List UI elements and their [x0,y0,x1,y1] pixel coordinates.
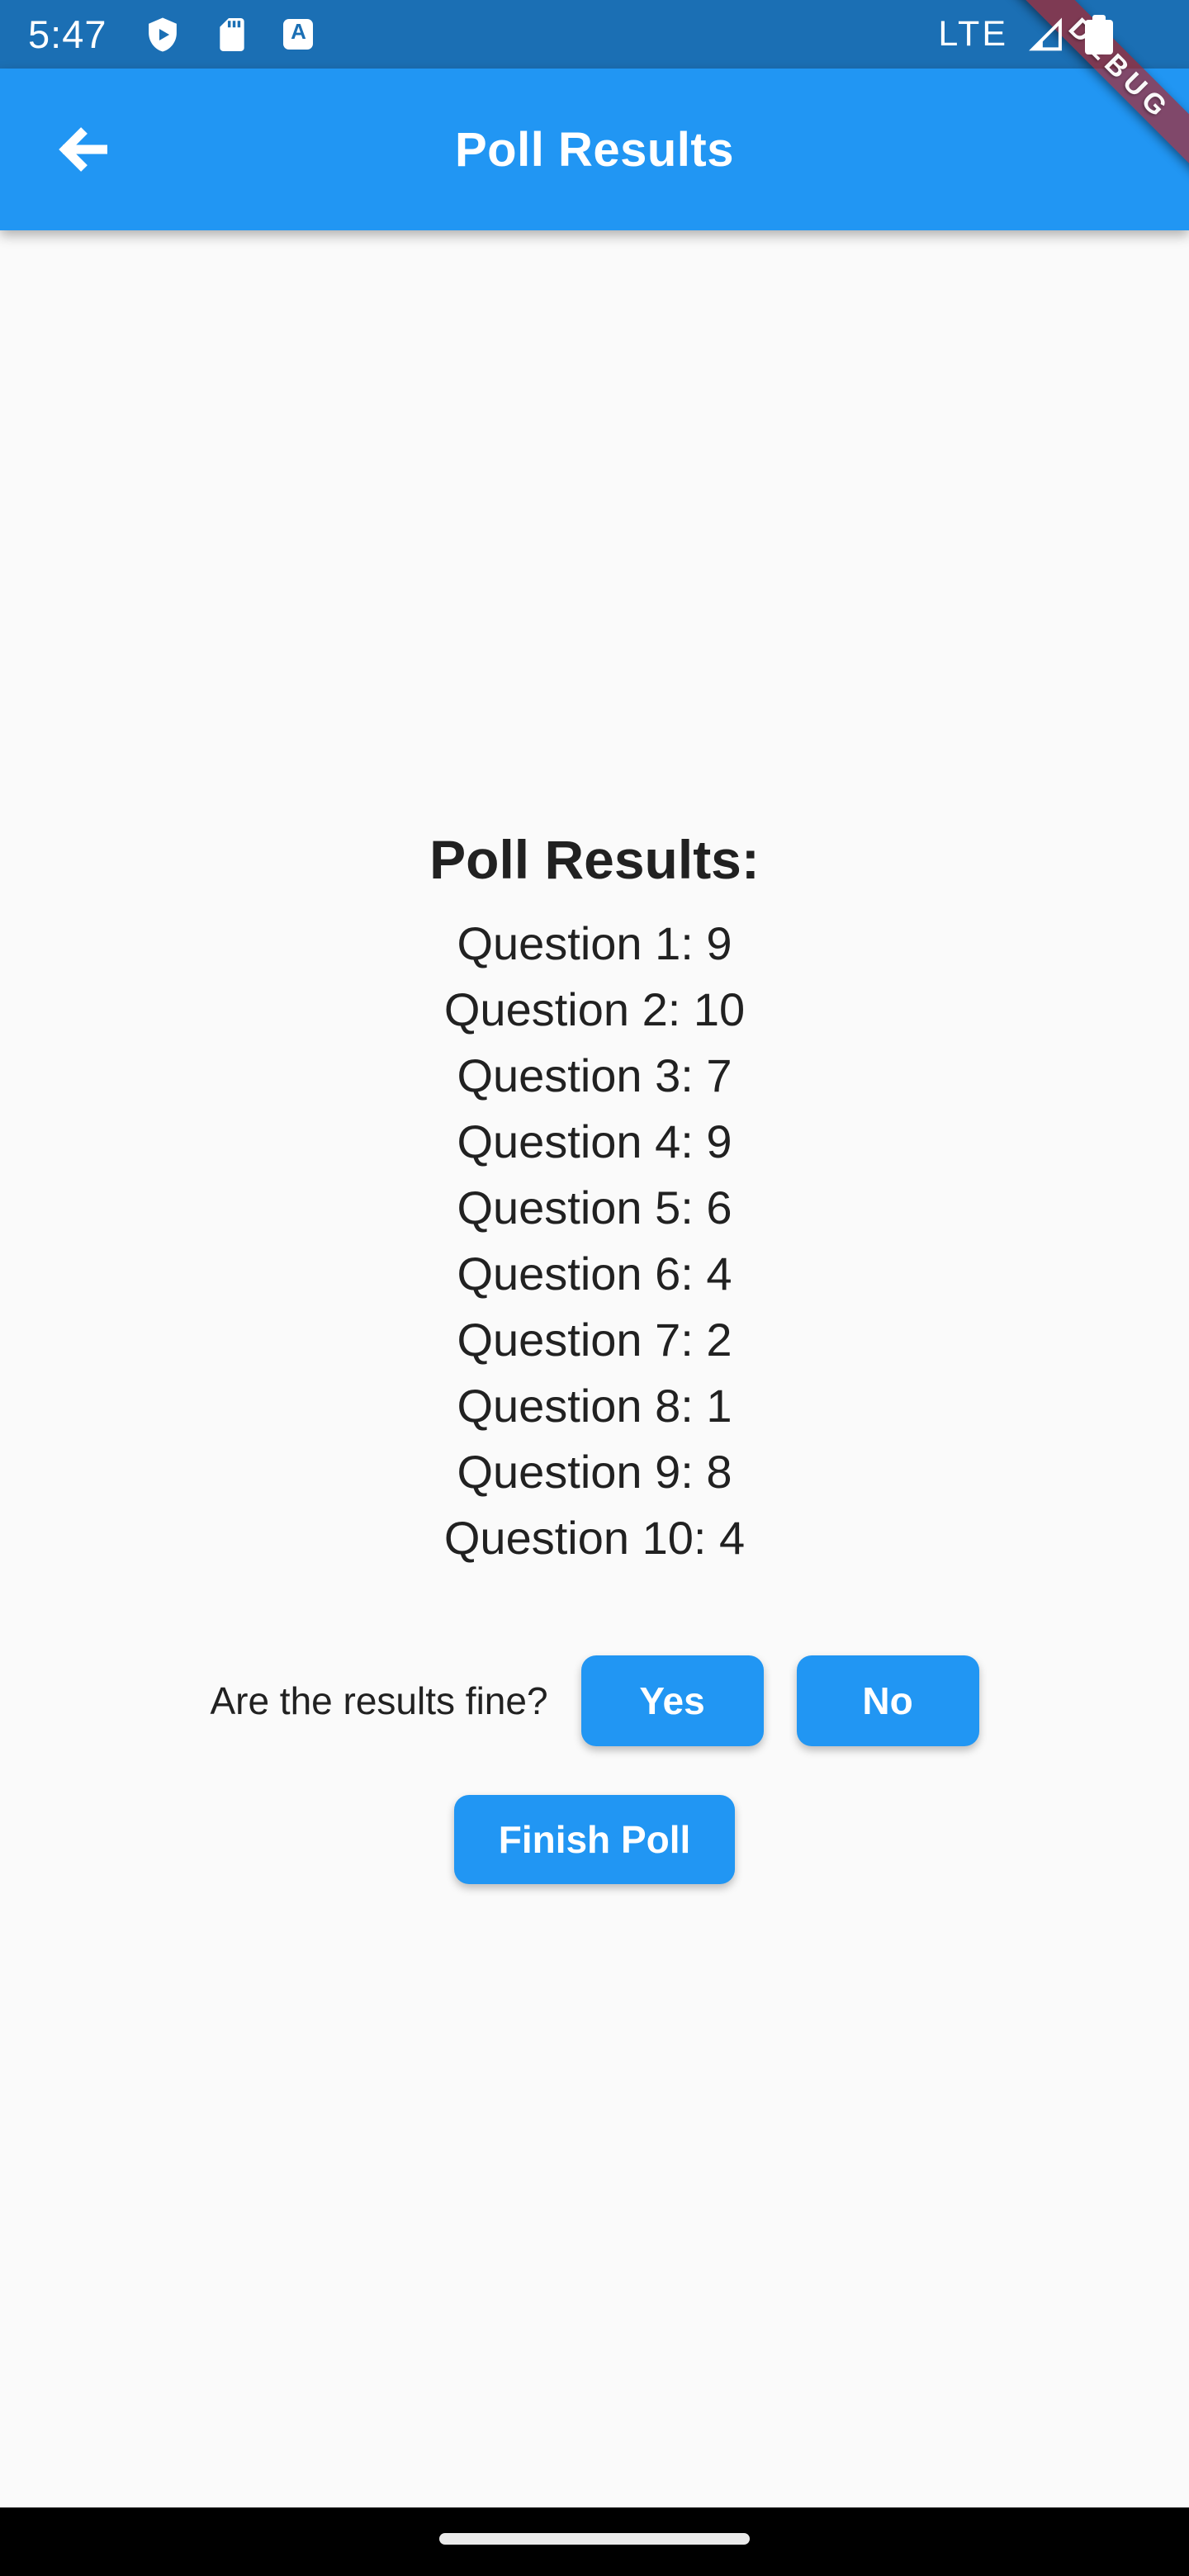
poll-results-list: Question 1: 9 Question 2: 10 Question 3:… [0,911,1189,1571]
android-nav-bar [0,2507,1189,2576]
arrow-left-icon [59,127,107,172]
status-bar-left: 5:47 A ... [28,12,314,57]
prompt-row: Are the results fine? Yes No [0,1655,1189,1746]
app-bar: Poll Results [0,69,1189,230]
poll-result-line: Question 4: 9 [457,1115,732,1167]
poll-result-line: Question 2: 10 [443,983,746,1035]
battery-icon [1085,14,1113,54]
gesture-pill[interactable] [439,2533,750,2545]
poll-results-heading: Poll Results: [429,829,760,890]
letter-a-icon: A ... [283,19,314,50]
play-protect-icon [149,17,178,52]
clock-text: 5:47 [28,12,107,56]
yes-button[interactable]: Yes [580,1655,764,1746]
poll-result-line: Question 6: 4 [457,1248,732,1300]
sd-card-icon [220,17,245,51]
page-title: Poll Results [455,122,734,177]
poll-result-line: Question 8: 1 [457,1380,732,1432]
poll-result-line: Question 9: 8 [457,1446,732,1498]
main-content: Poll Results: Question 1: 9 Question 2: … [0,230,1189,2507]
prompt-question: Are the results fine? [210,1679,548,1722]
back-button[interactable] [48,115,117,184]
network-type-label: LTE [938,14,1008,54]
poll-result-line: Question 3: 7 [457,1049,732,1101]
signal-strength-icon [1029,17,1062,50]
finish-row: Finish Poll [0,1795,1189,1884]
poll-result-line: Question 1: 9 [457,917,732,969]
poll-result-line: Question 7: 2 [457,1314,732,1366]
no-button[interactable]: No [796,1655,979,1746]
finish-poll-button[interactable]: Finish Poll [454,1795,735,1884]
poll-result-line: Question 10: 4 [443,1512,746,1564]
status-bar-right: LTE [938,14,1113,54]
poll-result-line: Question 5: 6 [457,1181,732,1234]
status-bar-content: 5:47 A ... LTE [0,0,1189,69]
